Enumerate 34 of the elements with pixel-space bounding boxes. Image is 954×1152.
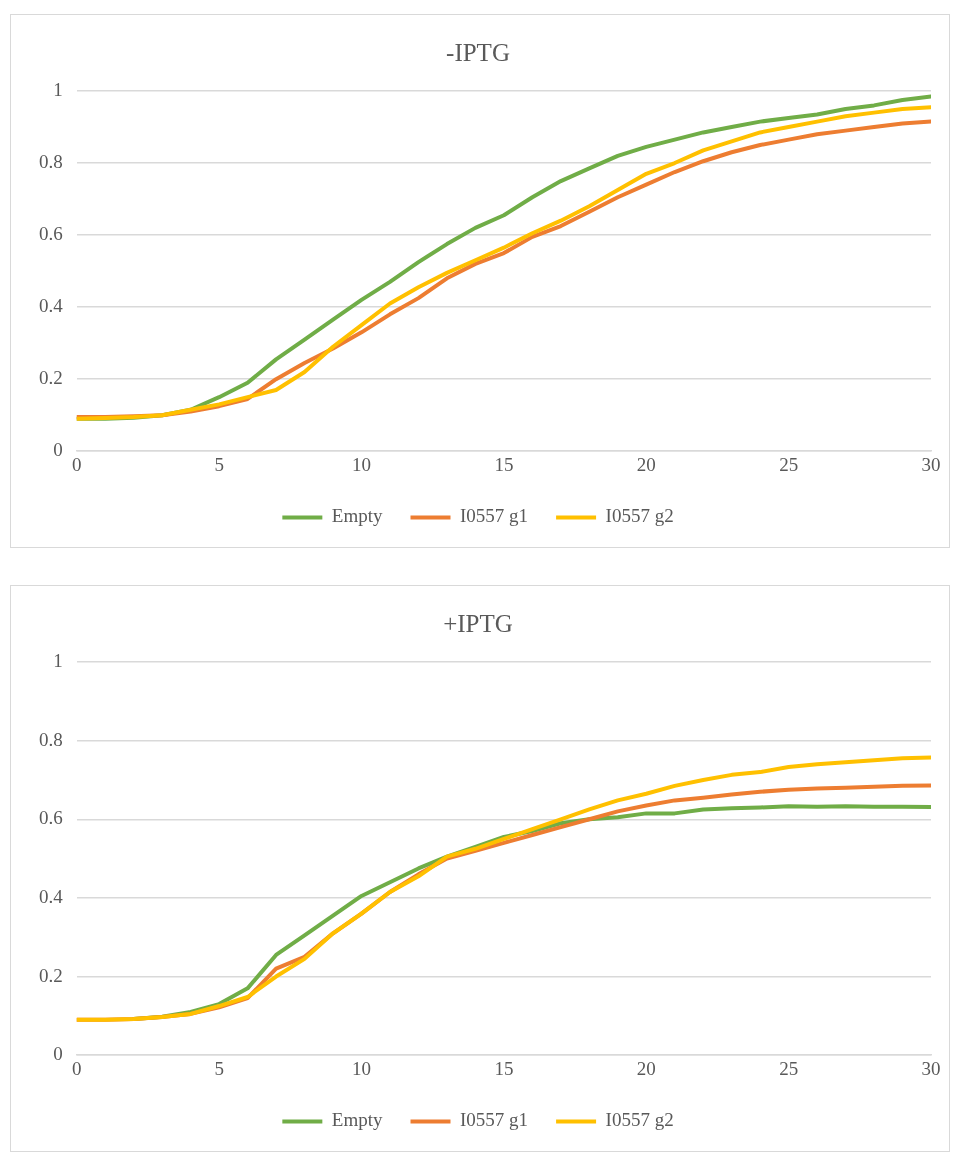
x-tick-label: 15 (494, 453, 514, 475)
x-tick-label: 20 (636, 453, 656, 475)
x-tick-label: 0 (72, 1057, 82, 1079)
chart-title: -IPTG (446, 38, 510, 66)
y-tick-label: 0.6 (39, 223, 63, 245)
y-tick-label: 0.2 (39, 964, 63, 986)
y-tick-label: 0.6 (39, 807, 63, 829)
x-tick-label: 15 (494, 1057, 514, 1079)
y-tick-label: 0.4 (39, 885, 64, 907)
x-tick-label: 10 (352, 453, 371, 475)
x-tick-label: 25 (779, 1057, 799, 1079)
x-tick-label: 20 (636, 1057, 656, 1079)
y-tick-label: 0 (53, 1043, 63, 1065)
y-tick-label: 1 (53, 649, 63, 671)
y-tick-label: 0.2 (39, 367, 63, 389)
legend-label: I0557 g1 (460, 505, 529, 527)
legend-label: Empty (331, 1109, 383, 1131)
x-tick-label: 5 (214, 453, 224, 475)
legend-label: I0557 g2 (605, 505, 674, 527)
y-tick-label: 0 (53, 439, 63, 461)
x-tick-label: 5 (214, 1057, 224, 1079)
chart-title: +IPTG (443, 609, 513, 637)
legend-label: I0557 g2 (605, 1109, 674, 1131)
x-tick-label: 25 (779, 453, 799, 475)
x-tick-label: 30 (921, 1057, 941, 1079)
x-tick-label: 10 (352, 1057, 371, 1079)
y-tick-label: 0.4 (39, 295, 64, 317)
y-tick-label: 0.8 (39, 728, 63, 750)
y-tick-label: 1 (53, 78, 63, 100)
x-tick-label: 0 (72, 453, 82, 475)
legend-label: Empty (331, 505, 383, 527)
x-tick-label: 30 (921, 453, 941, 475)
legend-label: I0557 g1 (460, 1109, 529, 1131)
y-tick-label: 0.8 (39, 151, 63, 173)
